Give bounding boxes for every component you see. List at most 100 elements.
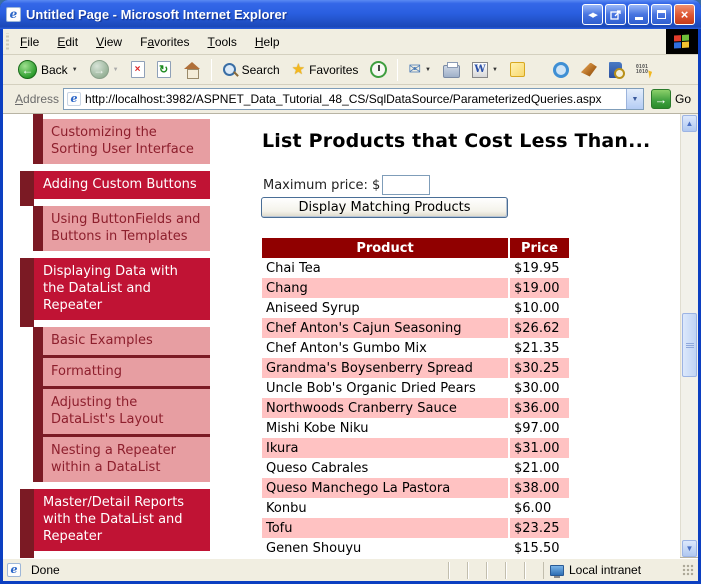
product-cell: Chang <box>262 278 509 298</box>
sidebar-item-label: Customizing the Sorting User Interface <box>51 125 194 157</box>
messenger-ring-icon <box>552 61 569 78</box>
back-button[interactable]: ← Back ▼ <box>13 58 83 81</box>
toolbar-grip[interactable] <box>4 33 10 50</box>
sidebar-item-label: Adding Custom Buttons <box>43 177 197 192</box>
go-button[interactable]: → Go <box>648 87 694 111</box>
ie-logo-icon: e <box>6 7 21 22</box>
close-icon: × <box>680 7 689 22</box>
note-icon <box>509 62 525 77</box>
price-cell: $15.50 <box>508 538 569 558</box>
history-icon <box>370 61 388 78</box>
home-icon <box>183 61 201 79</box>
status-bar: e Done Local intranet <box>3 558 698 581</box>
scroll-down-button[interactable]: ▼ <box>682 540 697 557</box>
toolbar-separator <box>397 58 399 81</box>
print-button[interactable] <box>438 60 465 80</box>
mail-dropdown-icon[interactable]: ▼ <box>425 66 431 73</box>
forward-button[interactable]: → ▼ <box>85 58 124 81</box>
address-label: Address <box>15 92 60 106</box>
search-label: Search <box>241 62 280 77</box>
status-pane <box>467 561 486 579</box>
price-cell: $19.00 <box>508 278 569 298</box>
close-button[interactable]: × <box>674 4 695 25</box>
price-cell: $97.00 <box>508 418 569 438</box>
sidebar-item[interactable]: Adjusting the DataList's Layout <box>33 389 210 437</box>
table-row: Genen Shouyu $15.50 <box>262 538 569 558</box>
left-right-arrows-icon: ◀▶ <box>588 11 598 19</box>
resize-arrows-button[interactable]: ◀▶ <box>582 4 603 25</box>
price-cell: $10.00 <box>508 298 569 318</box>
history-button[interactable] <box>365 59 392 80</box>
home-button[interactable] <box>178 60 206 80</box>
forward-dropdown-icon: ▼ <box>112 66 119 73</box>
table-row: Tofu $23.25 <box>262 518 569 538</box>
table-header-row: Product Price <box>262 238 569 258</box>
favorites-button[interactable]: ★ Favorites <box>287 60 364 79</box>
windows-flag-icon <box>674 34 690 49</box>
display-matching-products-button[interactable]: Display Matching Products <box>261 197 508 218</box>
window-arrow-icon <box>609 9 621 20</box>
address-dropdown-button[interactable]: ▼ <box>625 89 643 109</box>
resize-grip[interactable] <box>682 564 694 576</box>
page-title: List Products that Cost Less Than... <box>262 130 651 152</box>
sidebar-item[interactable]: Basic Examples <box>33 327 210 358</box>
product-cell: Konbu <box>266 500 307 516</box>
page-content: Customizing the Sorting User Interface Ad… <box>3 114 680 558</box>
research-book-icon <box>608 61 625 79</box>
search-button[interactable]: Search <box>217 60 285 80</box>
price-cell: $21.00 <box>508 458 569 478</box>
sidebar-item[interactable]: Customizing the Sorting User Interface <box>33 119 210 164</box>
maximize-button[interactable] <box>651 4 672 25</box>
sidebar-item[interactable]: Displaying Data with the DataList and Re… <box>20 258 210 327</box>
product-cell: Uncle Bob's Organic Dried Pears <box>266 380 476 396</box>
windows-throbber <box>666 29 698 54</box>
discuss-button[interactable] <box>505 60 530 79</box>
scroll-up-button[interactable]: ▲ <box>682 115 697 132</box>
table-row: Chang $19.00 <box>262 278 569 298</box>
vertical-scrollbar[interactable]: ▲ ▼ <box>680 114 698 558</box>
messenger-button[interactable] <box>548 60 574 80</box>
sidebar-item-label: Formatting <box>51 364 123 379</box>
scrollbar-thumb[interactable] <box>682 313 697 377</box>
product-cell: Aniseed Syrup <box>266 300 360 316</box>
launch-button[interactable] <box>576 61 602 79</box>
edit-with-word-button[interactable]: W ▼ <box>467 60 503 80</box>
back-label: Back <box>41 62 68 77</box>
sidebar-item[interactable]: Master/Detail Reports with the DataList … <box>20 489 210 558</box>
refresh-icon: ↻ <box>156 61 171 78</box>
edit-dropdown-icon[interactable]: ▼ <box>491 66 498 73</box>
address-input[interactable]: e http://localhost:3982/ASPNET_Data_Tuto… <box>63 88 644 110</box>
table-row: Aniseed Syrup $10.00 <box>262 298 569 318</box>
back-icon: ← <box>18 60 37 79</box>
sidebar-item[interactable]: Nesting a Repeater within a DataList <box>33 437 210 482</box>
table-row: Northwoods Cranberry Sauce $36.00 <box>262 398 569 418</box>
scrollbar-track[interactable] <box>681 133 698 539</box>
sidebar-item-label: Using ButtonFields and Buttons in Templa… <box>51 212 201 244</box>
research-button[interactable] <box>604 60 627 80</box>
script-debugger-button[interactable]: 0101 1010 <box>629 61 655 79</box>
title-bar: e Untitled Page - Microsoft Internet Exp… <box>0 0 701 29</box>
price-cell: $31.00 <box>508 438 569 458</box>
mail-button[interactable]: ✉ ▼ <box>403 60 436 79</box>
table-row: Queso Manchego La Pastora $38.00 <box>262 478 569 498</box>
product-cell: Chef Anton's Gumbo Mix <box>266 340 427 356</box>
status-pane <box>524 561 543 579</box>
product-cell: Grandma's Boysenberry Spread <box>262 358 509 378</box>
sidebar-item[interactable]: Adding Custom Buttons <box>20 171 210 206</box>
minimize-button[interactable] <box>628 4 649 25</box>
max-price-input[interactable] <box>382 175 431 195</box>
status-page-icon: e <box>7 563 21 577</box>
back-dropdown-icon[interactable]: ▼ <box>71 66 78 73</box>
stop-button[interactable]: × <box>126 59 150 80</box>
undock-window-button[interactable] <box>605 4 626 25</box>
refresh-button[interactable]: ↻ <box>152 59 176 80</box>
sidebar-item[interactable]: Formatting <box>33 358 210 389</box>
sidebar-item[interactable]: Using ButtonFields and Buttons in Templa… <box>33 206 210 251</box>
